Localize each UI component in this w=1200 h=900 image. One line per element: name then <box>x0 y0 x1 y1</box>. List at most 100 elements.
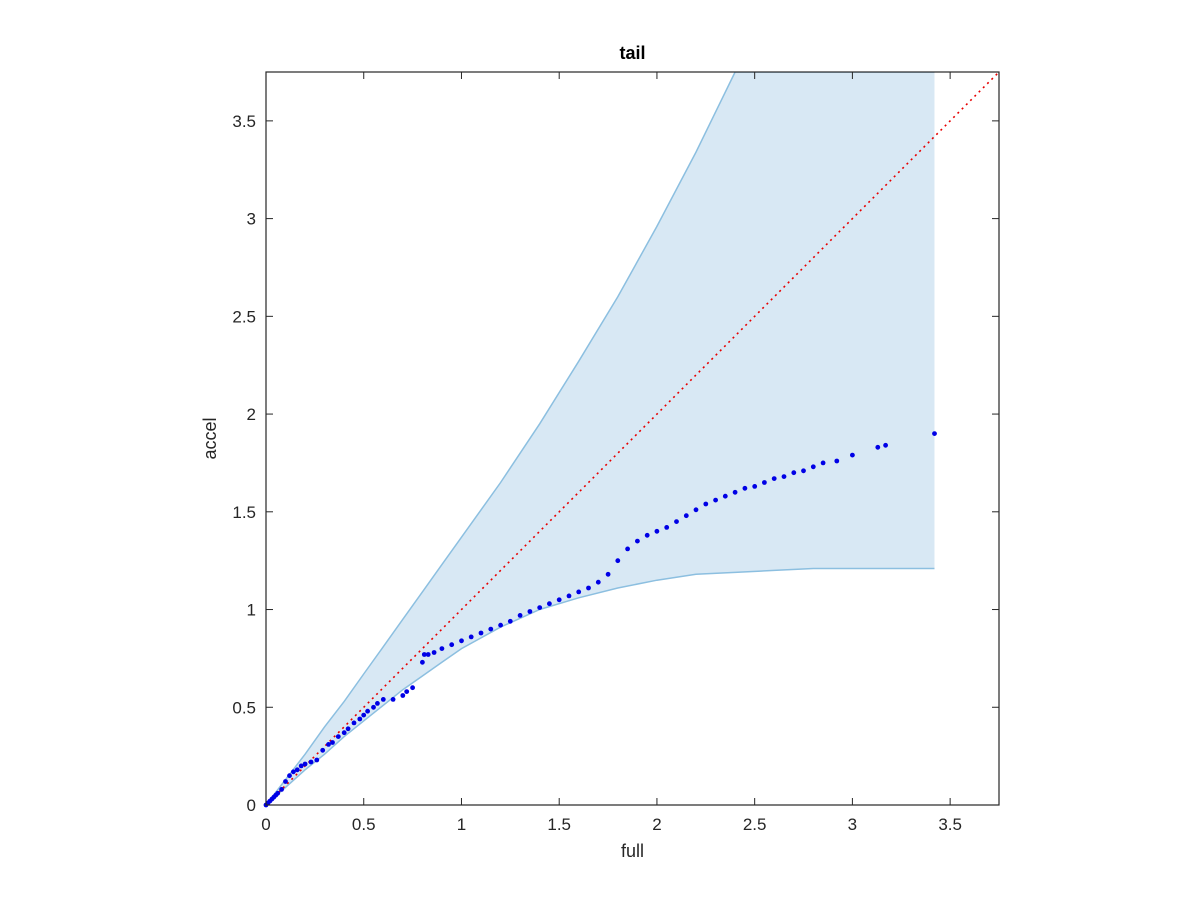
data-point <box>742 485 748 491</box>
data-point <box>345 726 351 732</box>
data-point <box>693 507 699 513</box>
x-tick-label: 0 <box>261 815 270 834</box>
data-point <box>537 605 543 610</box>
data-point <box>664 525 670 530</box>
x-tick-label: 2 <box>652 815 661 834</box>
x-axis-label: full <box>621 841 644 861</box>
data-point <box>314 757 320 763</box>
y-axis-label: accel <box>200 417 220 459</box>
data-point <box>771 476 777 481</box>
data-point <box>320 747 326 753</box>
data-point <box>801 468 806 474</box>
data-point <box>722 493 728 499</box>
data-point <box>291 769 296 775</box>
data-point <box>410 685 415 691</box>
data-point <box>335 734 341 739</box>
data-point <box>341 730 347 736</box>
data-point <box>605 571 611 577</box>
data-point <box>732 489 738 495</box>
data-point <box>279 787 284 792</box>
data-point <box>547 601 552 607</box>
data-point <box>791 470 797 476</box>
data-point <box>308 759 314 765</box>
chart-title: tail <box>619 43 645 63</box>
data-point <box>298 763 304 769</box>
data-point <box>371 704 376 710</box>
data-points <box>263 431 937 808</box>
data-point <box>459 638 464 644</box>
band-upper-edge <box>266 72 935 805</box>
data-point <box>850 452 855 458</box>
x-tick-label: 1 <box>457 815 466 834</box>
data-point <box>287 773 292 779</box>
data-point <box>615 558 621 564</box>
data-point <box>556 597 562 603</box>
data-point <box>635 538 640 544</box>
data-point <box>586 585 591 591</box>
data-point <box>420 659 425 665</box>
data-point <box>390 697 396 702</box>
data-point <box>820 460 826 466</box>
data-point <box>644 532 650 538</box>
data-point <box>421 652 427 657</box>
x-tick-label: 2.5 <box>743 815 767 834</box>
data-point <box>351 720 357 726</box>
data-point <box>883 442 888 448</box>
data-point <box>932 431 937 436</box>
data-point <box>439 646 445 651</box>
data-point <box>449 642 455 648</box>
data-point <box>834 458 840 464</box>
data-point <box>527 609 533 614</box>
x-tick-label: 3.5 <box>938 815 962 834</box>
data-point <box>498 622 503 628</box>
data-point <box>507 618 513 624</box>
data-point <box>365 708 370 714</box>
data-point <box>326 742 331 747</box>
data-point <box>703 501 709 507</box>
data-point <box>752 484 758 489</box>
data-point <box>713 497 718 503</box>
data-point <box>488 626 494 632</box>
axes: 0 0.5 1 1.5 2 2.5 3 3.5 0 0.5 1 1.5 2 2.5 3 3.5 <box>232 71 1000 834</box>
x-tick-label: 3 <box>848 815 857 834</box>
y-tick-label: 2.5 <box>232 307 256 326</box>
data-point <box>762 480 767 485</box>
data-point <box>302 761 308 767</box>
data-point <box>361 712 367 718</box>
data-point <box>294 767 300 773</box>
data-point <box>625 546 630 552</box>
data-point <box>375 701 380 706</box>
data-point <box>478 630 484 636</box>
x-tick-label: 1.5 <box>547 815 571 834</box>
data-point <box>654 528 660 534</box>
data-point <box>283 779 288 784</box>
data-point <box>468 634 474 640</box>
x-tick-label: 0.5 <box>352 815 376 834</box>
y-tick-label: 0.5 <box>232 698 256 717</box>
data-point <box>595 579 601 585</box>
y-tick-label: 1 <box>247 601 256 620</box>
data-point <box>576 589 582 595</box>
y-tick-label: 3.5 <box>232 112 256 131</box>
y-tick-label: 1.5 <box>232 503 256 522</box>
data-point <box>674 519 679 524</box>
band-fill <box>266 72 935 805</box>
data-point <box>330 740 335 745</box>
data-point <box>810 464 816 470</box>
data-point <box>683 513 689 519</box>
y-tick-label: 3 <box>247 210 256 229</box>
data-point <box>404 689 410 694</box>
data-point <box>781 474 787 479</box>
data-point <box>400 693 406 698</box>
data-point <box>357 716 363 722</box>
axes-box <box>265 71 1000 806</box>
data-point <box>566 593 572 599</box>
y-tick-label: 0 <box>247 796 256 815</box>
y-tick-label: 2 <box>247 405 256 424</box>
data-point <box>517 613 523 618</box>
data-point <box>380 697 386 702</box>
data-point <box>425 652 431 657</box>
data-point <box>875 444 881 450</box>
data-point <box>431 650 437 655</box>
